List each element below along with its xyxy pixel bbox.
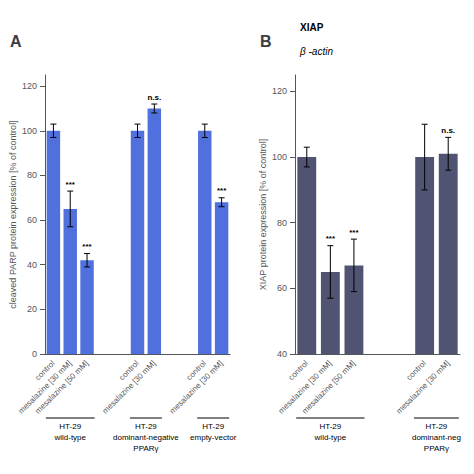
svg-text:mesalazine [30 mM]: mesalazine [30 mM] (168, 359, 225, 416)
svg-text:wild-type: wild-type (53, 433, 86, 442)
svg-text:***: *** (349, 228, 359, 237)
svg-text:***: *** (66, 180, 76, 189)
svg-text:80: 80 (27, 170, 37, 180)
svg-text:60: 60 (277, 283, 287, 293)
svg-text:***: *** (217, 186, 227, 195)
svg-text:100: 100 (22, 126, 37, 136)
svg-text:120: 120 (22, 81, 37, 91)
svg-text:A: A (10, 33, 22, 50)
svg-text:cleaved PARP protein expressio: cleaved PARP protein expression [% of co… (8, 120, 18, 308)
svg-text:40: 40 (277, 349, 287, 359)
svg-text:mesalazine [30 mM]: mesalazine [30 mM] (395, 359, 452, 416)
svg-text:mesalazine [30 mM]: mesalazine [30 mM] (276, 358, 334, 416)
svg-text:B: B (260, 33, 272, 50)
svg-text:control: control (286, 358, 310, 383)
svg-text:100: 100 (272, 152, 287, 162)
svg-text:80: 80 (277, 218, 287, 228)
svg-text:control: control (33, 358, 57, 383)
svg-text:40: 40 (27, 260, 37, 270)
svg-text:XIAP: XIAP (300, 22, 324, 33)
svg-text:***: *** (82, 242, 92, 251)
svg-text:n.s.: n.s. (441, 126, 455, 135)
svg-text:wild-type: wild-type (314, 433, 347, 442)
svg-text:β -actin: β -actin (299, 46, 333, 57)
svg-text:control: control (184, 358, 208, 383)
svg-text:control: control (404, 358, 428, 383)
svg-text:dominant-neg: dominant-neg (412, 433, 461, 442)
svg-text:60: 60 (27, 215, 37, 225)
svg-text:120: 120 (272, 86, 287, 96)
svg-text:empty-vector: empty-vector (190, 433, 237, 442)
svg-text:control: control (117, 358, 141, 383)
svg-text:n.s.: n.s. (147, 93, 161, 102)
svg-text:mesalazine [50 mM]: mesalazine [50 mM] (33, 359, 90, 416)
svg-text:HT-29: HT-29 (59, 422, 81, 431)
svg-text:***: *** (326, 234, 336, 243)
svg-text:dominant-negative: dominant-negative (113, 433, 179, 442)
svg-text:HT-29: HT-29 (426, 422, 448, 431)
svg-text:20: 20 (27, 304, 37, 314)
svg-text:XIAP protein expression [% of: XIAP protein expression [% of control] (258, 139, 268, 290)
svg-text:PPARγ: PPARγ (133, 444, 158, 453)
svg-text:mesalazine [50 mM]: mesalazine [50 mM] (300, 359, 357, 416)
svg-text:HT-29: HT-29 (202, 422, 224, 431)
svg-text:mesalazine [30 mM]: mesalazine [30 mM] (101, 359, 158, 416)
svg-text:mesalazine [30 mM]: mesalazine [30 mM] (16, 358, 74, 416)
svg-text:HT-29: HT-29 (319, 422, 341, 431)
svg-text:PPARγ: PPARγ (424, 444, 449, 453)
svg-text:0: 0 (32, 349, 37, 359)
svg-text:HT-29: HT-29 (135, 422, 157, 431)
